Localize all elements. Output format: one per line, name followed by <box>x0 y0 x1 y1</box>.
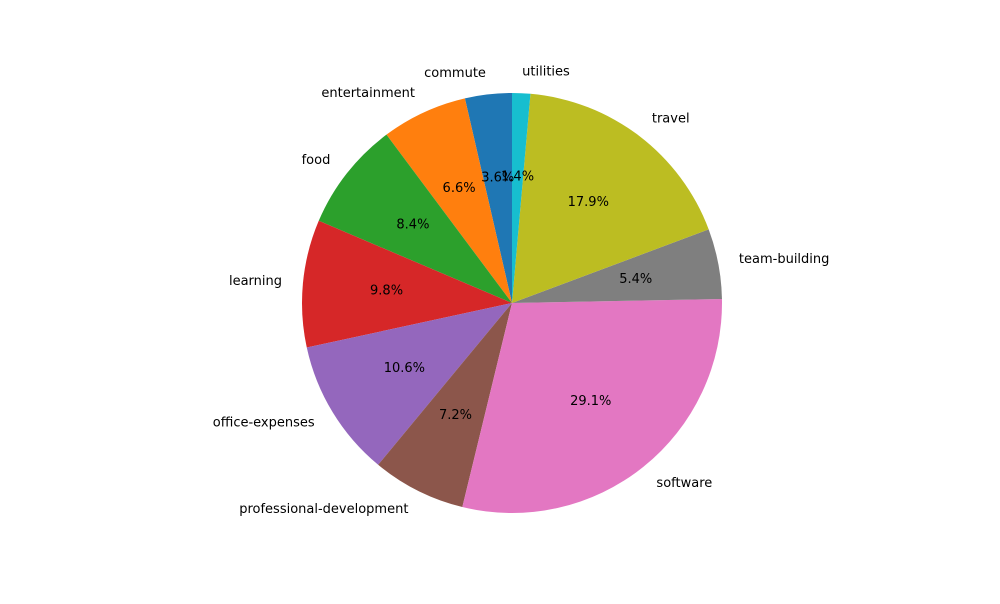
pie-slice-commute <box>464 93 512 303</box>
percentage-label-commute: 3.6% <box>481 170 514 185</box>
percentage-label-learning: 9.8% <box>370 284 403 299</box>
pie-slice-office-expenses <box>306 303 512 465</box>
percentage-label-professional-development: 7.2% <box>439 408 472 423</box>
pie-slice-food <box>318 134 512 303</box>
category-label-professional-development: professional-development <box>239 502 408 517</box>
percentage-label-office-expenses: 10.6% <box>384 361 425 376</box>
category-label-utilities: utilities <box>522 65 570 80</box>
pie-slice-travel <box>512 93 709 303</box>
percentage-label-entertainment: 6.6% <box>443 181 476 196</box>
category-label-commute: commute <box>424 66 486 81</box>
pie-slice-learning <box>302 220 512 348</box>
percentage-label-team-building: 5.4% <box>619 272 652 287</box>
pie-slice-software <box>462 299 722 514</box>
pie-slice-professional-development <box>378 303 512 508</box>
category-label-food: food <box>302 153 331 168</box>
percentage-label-food: 8.4% <box>396 218 429 233</box>
category-label-office-expenses: office-expenses <box>213 416 315 431</box>
category-label-travel: travel <box>652 112 690 127</box>
percentage-label-travel: 17.9% <box>568 195 609 210</box>
category-label-entertainment: entertainment <box>321 86 415 101</box>
percentage-label-utilities: 1.4% <box>501 170 534 185</box>
pie-slice-entertainment <box>386 98 512 303</box>
category-label-team-building: team-building <box>739 252 830 267</box>
percentage-labels: 3.6% 6.6% 8.4% 9.8% 10.6% 7.2% 29.1% 5.4% 17.9% 1… <box>370 170 652 424</box>
pie-slice-team-building <box>512 229 722 303</box>
pie-slice-utilities <box>512 93 531 303</box>
category-label-learning: learning <box>229 274 282 289</box>
pie-slices <box>302 93 722 514</box>
percentage-label-software: 29.1% <box>570 394 611 409</box>
category-labels: commute entertainment food learning office-e… <box>213 65 830 517</box>
category-label-software: software <box>656 476 712 491</box>
